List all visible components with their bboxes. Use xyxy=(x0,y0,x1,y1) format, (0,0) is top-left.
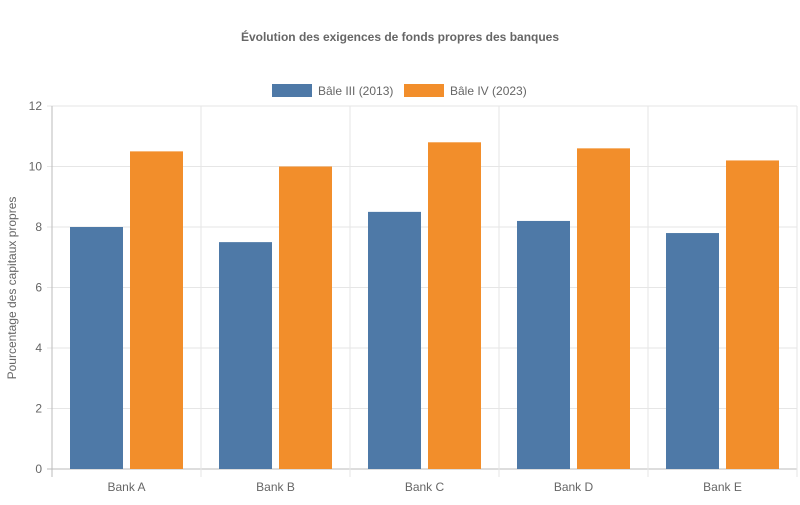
axes: 0 2 4 6 8 10 12 Bank A Bank B Bank C Bank D Bank E xyxy=(29,99,742,494)
bar-bale-iv xyxy=(130,151,183,469)
bar-bale-iv xyxy=(577,148,630,469)
x-tick-label: Bank A xyxy=(107,480,145,494)
y-tick-label: 4 xyxy=(35,341,42,355)
bar-bale-iii xyxy=(666,233,719,469)
legend-swatch xyxy=(404,84,444,97)
y-axis-label: Pourcentage des capitaux propres xyxy=(5,197,19,380)
legend-swatch xyxy=(272,84,312,97)
y-tick-label: 6 xyxy=(35,281,42,295)
legend-label: Bâle III (2013) xyxy=(318,84,393,98)
bar-bale-iii xyxy=(70,227,123,469)
y-tick-label: 0 xyxy=(35,462,42,476)
bar-bale-iii xyxy=(368,211,421,469)
y-tick-label: 12 xyxy=(29,99,43,113)
x-tick-label: Bank D xyxy=(554,480,594,494)
chart-title: Évolution des exigences de fonds propres… xyxy=(241,29,559,44)
bar-bale-iv xyxy=(428,142,481,470)
y-tick-label: 2 xyxy=(35,402,42,416)
y-tick-label: 8 xyxy=(35,220,42,234)
x-tick-label: Bank C xyxy=(405,480,445,494)
bar-bale-iv xyxy=(726,160,779,469)
bar-bale-iii xyxy=(517,220,570,469)
bar-bale-iii xyxy=(219,242,272,469)
legend-label: Bâle IV (2023) xyxy=(450,84,527,98)
x-tick-label: Bank B xyxy=(256,480,295,494)
bar-bale-iv xyxy=(279,166,332,469)
legend: Bâle III (2013) Bâle IV (2023) xyxy=(272,84,527,98)
y-tick-label: 10 xyxy=(29,160,43,174)
bars xyxy=(70,142,779,470)
x-tick-label: Bank E xyxy=(703,480,742,494)
